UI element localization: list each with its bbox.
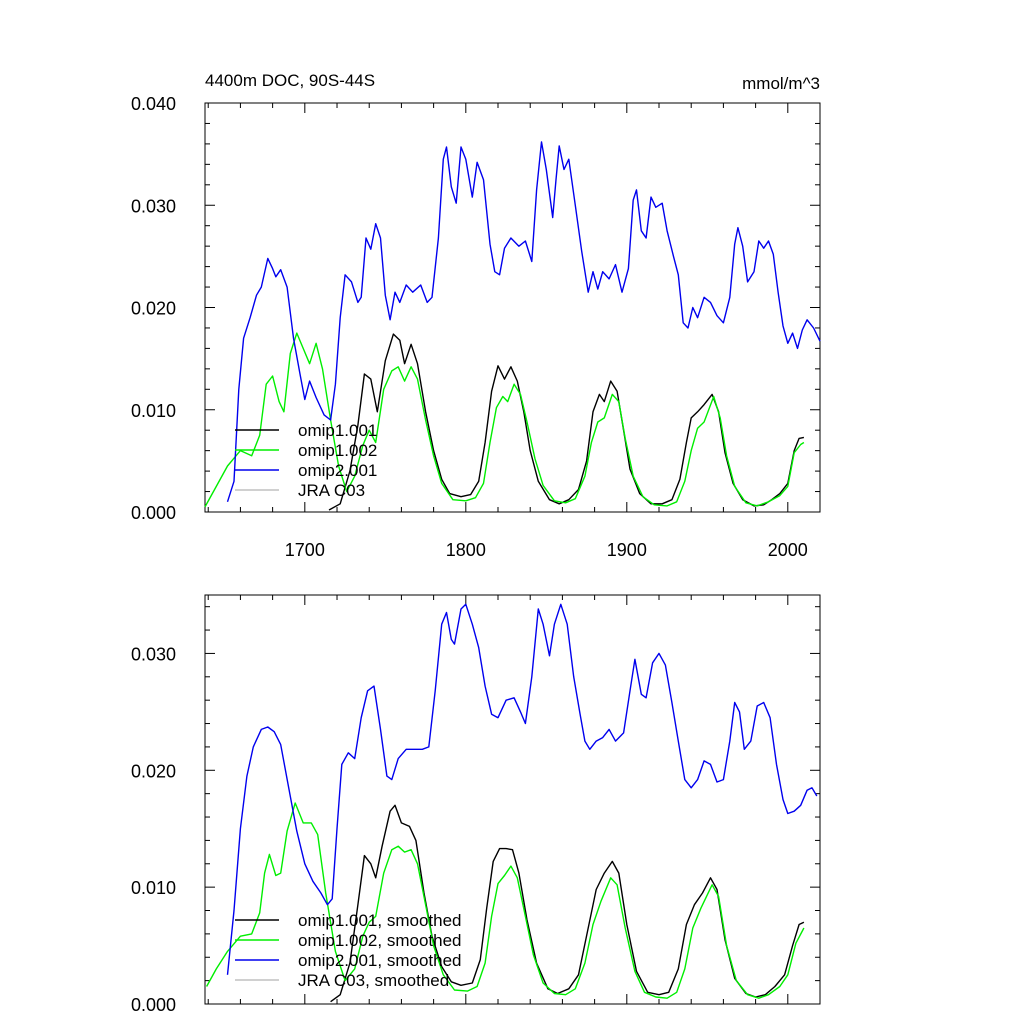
y-tick-label: 0.000	[131, 995, 176, 1015]
y-tick-label: 0.020	[131, 761, 176, 781]
x-tick-label: 2000	[768, 540, 808, 560]
legend-label: omip2.001, smoothed	[298, 951, 462, 970]
y-tick-label: 0.010	[131, 401, 176, 421]
x-tick-label: 1900	[607, 540, 647, 560]
series-line-omip2-001-smoothed	[226, 603, 818, 975]
series-line-omip1-001	[328, 333, 805, 511]
legend-label: omip1.002, smoothed	[298, 931, 462, 950]
top-panel-units: mmol/m^3	[742, 74, 820, 93]
legend-label: omip1.001	[298, 421, 377, 440]
legend-label: omip2.001	[298, 461, 377, 480]
y-tick-label: 0.020	[131, 299, 176, 319]
y-tick-label: 0.030	[131, 644, 176, 664]
y-tick-label: 0.040	[131, 94, 176, 114]
legend-label: omip1.002	[298, 441, 377, 460]
legend-label: omip1.001, smoothed	[298, 911, 462, 930]
top-panel-title: 4400m DOC, 90S-44S	[205, 71, 375, 90]
y-tick-label: 0.010	[131, 878, 176, 898]
series-line-omip2-001	[226, 141, 821, 503]
series-line-omip1-002	[204, 332, 805, 508]
x-tick-label: 1700	[285, 540, 325, 560]
legend-label: JRA C03	[298, 481, 365, 500]
x-tick-label: 1800	[446, 540, 486, 560]
y-tick-label: 0.030	[131, 196, 176, 216]
top-panel: 4400m DOC, 90S-44S mmol/m^3 1700 1800 1900…	[131, 71, 821, 560]
y-tick-label: 0.000	[131, 503, 176, 523]
plot-frame	[204, 594, 821, 1005]
legend-label: JRA C03, smoothed	[298, 971, 449, 990]
series-line-omip1-002-smoothed	[205, 802, 805, 999]
